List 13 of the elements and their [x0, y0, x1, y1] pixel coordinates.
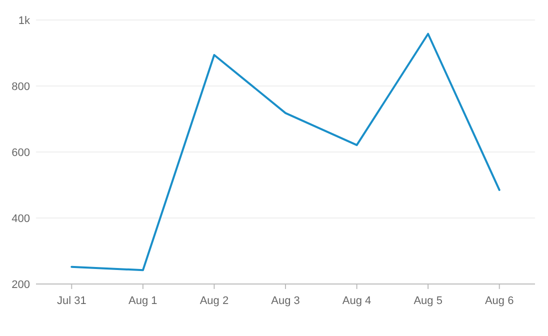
y-tick-label: 200 — [12, 278, 30, 291]
y-tick-label: 600 — [12, 146, 30, 159]
y-tick-label: 400 — [12, 212, 30, 225]
x-tick-label: Aug 2 — [200, 295, 229, 307]
x-tick-label: Aug 1 — [128, 295, 158, 307]
x-tick-label: Aug 4 — [342, 295, 372, 307]
x-tick-label: Aug 5 — [414, 295, 442, 307]
line-series — [70, 32, 500, 272]
y-tick-label: 1k — [18, 14, 30, 27]
y-tick-label: 800 — [12, 80, 30, 93]
x-tick-label: Aug 3 — [271, 295, 300, 307]
x-tick-label: Aug 6 — [484, 295, 514, 307]
x-tick-label: Jul 31 — [56, 295, 86, 307]
